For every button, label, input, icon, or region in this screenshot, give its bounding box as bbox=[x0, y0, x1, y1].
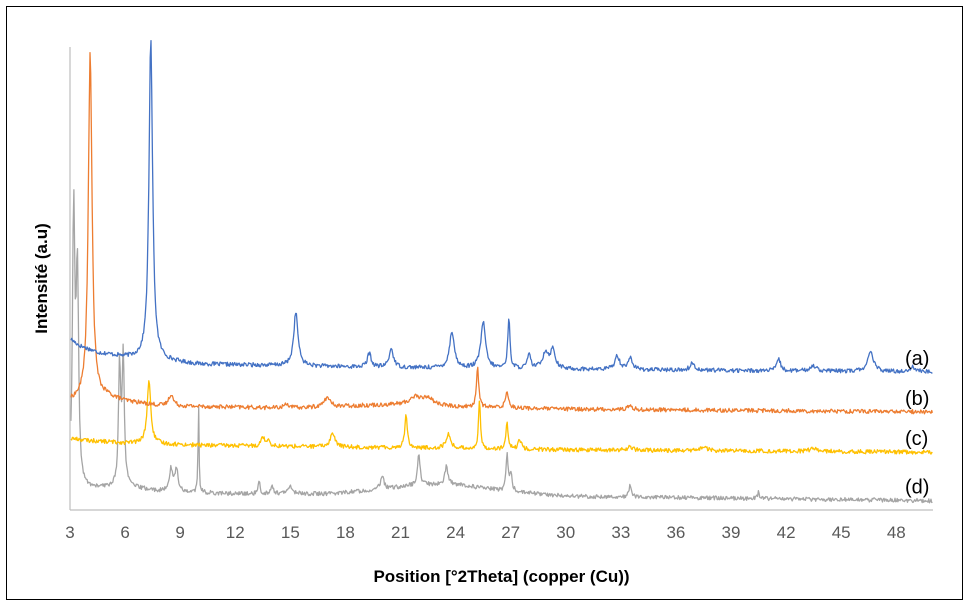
xrd-chart: 3 6 9 12 15 18 21 24 27 30 33 36 39 42 45 48 (d)(c)(b)(… bbox=[32, 39, 934, 586]
x-tick-label: 15 bbox=[281, 523, 300, 542]
x-tick-label: 9 bbox=[175, 523, 184, 542]
x-tick-label: 39 bbox=[722, 523, 741, 542]
x-tick-label: 6 bbox=[120, 523, 129, 542]
series-line-b bbox=[70, 51, 934, 415]
x-tick-label: 42 bbox=[777, 523, 796, 542]
x-tick-label: 18 bbox=[336, 523, 355, 542]
series-layer bbox=[70, 39, 934, 504]
x-tick-label: 36 bbox=[666, 523, 685, 542]
x-tick-labels: 3 6 9 12 15 18 21 24 27 30 33 36 39 42 45 48 bbox=[65, 523, 905, 542]
x-tick-label: 33 bbox=[611, 523, 630, 542]
x-tick-label: 21 bbox=[391, 523, 410, 542]
x-tick-label: 27 bbox=[501, 523, 520, 542]
series-line-a bbox=[70, 39, 933, 374]
y-axis-title: Intensité (a.u) bbox=[32, 223, 51, 334]
series-label-b: (b) bbox=[905, 388, 929, 410]
x-tick-label: 30 bbox=[556, 523, 575, 542]
x-tick-label: 48 bbox=[887, 523, 906, 542]
chart-frame: 3 6 9 12 15 18 21 24 27 30 33 36 39 42 45 48 (d) (c) (b)(… bbox=[6, 6, 963, 600]
series-line-c bbox=[70, 380, 933, 455]
series-labels: (d) (c) (b) (a) bbox=[905, 348, 929, 499]
series-label-d: (d) bbox=[905, 477, 929, 499]
x-tick-label: 24 bbox=[446, 523, 465, 542]
x-tick-label: 12 bbox=[226, 523, 245, 542]
series-label-c: (c) bbox=[905, 428, 928, 450]
x-axis-title: Position [°2Theta] (copper (Cu)) bbox=[373, 567, 629, 586]
series-label-a: (a) bbox=[905, 348, 929, 370]
series-line-d bbox=[70, 189, 933, 504]
x-tick-label: 45 bbox=[832, 523, 851, 542]
x-tick-label: 3 bbox=[65, 523, 74, 542]
